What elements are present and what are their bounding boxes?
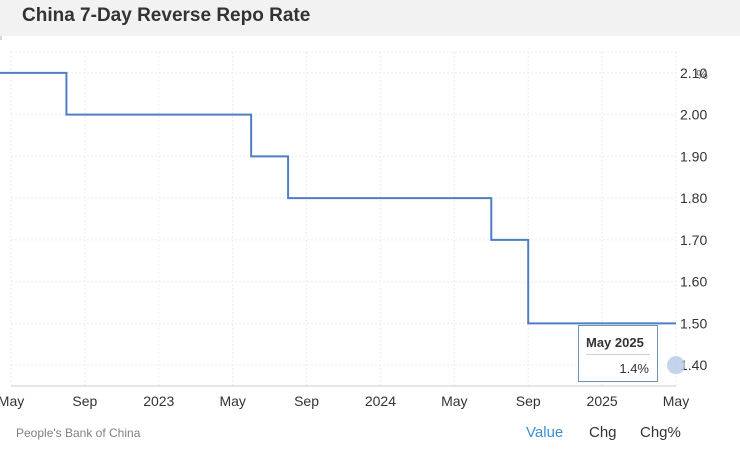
y-tick-label: 1.40	[680, 357, 707, 373]
y-tick-label: 1.90	[680, 148, 707, 164]
y-tick-label: 1.60	[680, 274, 707, 290]
highlight-marker	[667, 356, 685, 375]
source-label: People's Bank of China	[16, 426, 141, 440]
x-tick-label: Sep	[72, 393, 97, 409]
series-line	[0, 71, 676, 325]
y-tick-label: 2.10	[680, 65, 707, 81]
tab-chg-percent[interactable]: Chg%	[640, 424, 681, 441]
x-tick-label: 2023	[143, 393, 174, 409]
tooltip-value: 1.4%	[619, 361, 649, 376]
x-tick-label: Sep	[294, 393, 319, 409]
chart-tooltip: May 2025 1.4%	[578, 325, 658, 382]
tooltip-date: May 2025	[586, 335, 644, 350]
divider	[0, 36, 2, 40]
header-bar: China 7-Day Reverse Repo Rate	[0, 0, 740, 36]
x-tick-label: 2024	[365, 393, 396, 409]
x-tick-label: Sep	[516, 393, 541, 409]
x-tick-label: 2025	[587, 393, 618, 409]
chart-title: China 7-Day Reverse Repo Rate	[22, 5, 311, 26]
x-tick-label: May	[441, 393, 467, 409]
y-tick-label: 1.50	[680, 315, 707, 331]
x-tick-label: May	[219, 393, 245, 409]
y-tick-label: 1.80	[680, 190, 707, 206]
tab-value[interactable]: Value	[526, 424, 564, 441]
y-tick-label: 1.70	[680, 232, 707, 248]
y-tick-label: 2.00	[680, 107, 707, 123]
x-tick-label: May	[663, 393, 689, 409]
tab-chg[interactable]: Chg	[589, 424, 617, 441]
line-chart[interactable]: % 1.40 1.50 1.60 1.70 1.80 1.90 2.00 2.10 May Sep 2…	[0, 40, 740, 420]
x-tick-label: May	[0, 393, 24, 409]
tooltip-divider	[586, 354, 650, 355]
y-unit-label: %	[696, 67, 708, 82]
